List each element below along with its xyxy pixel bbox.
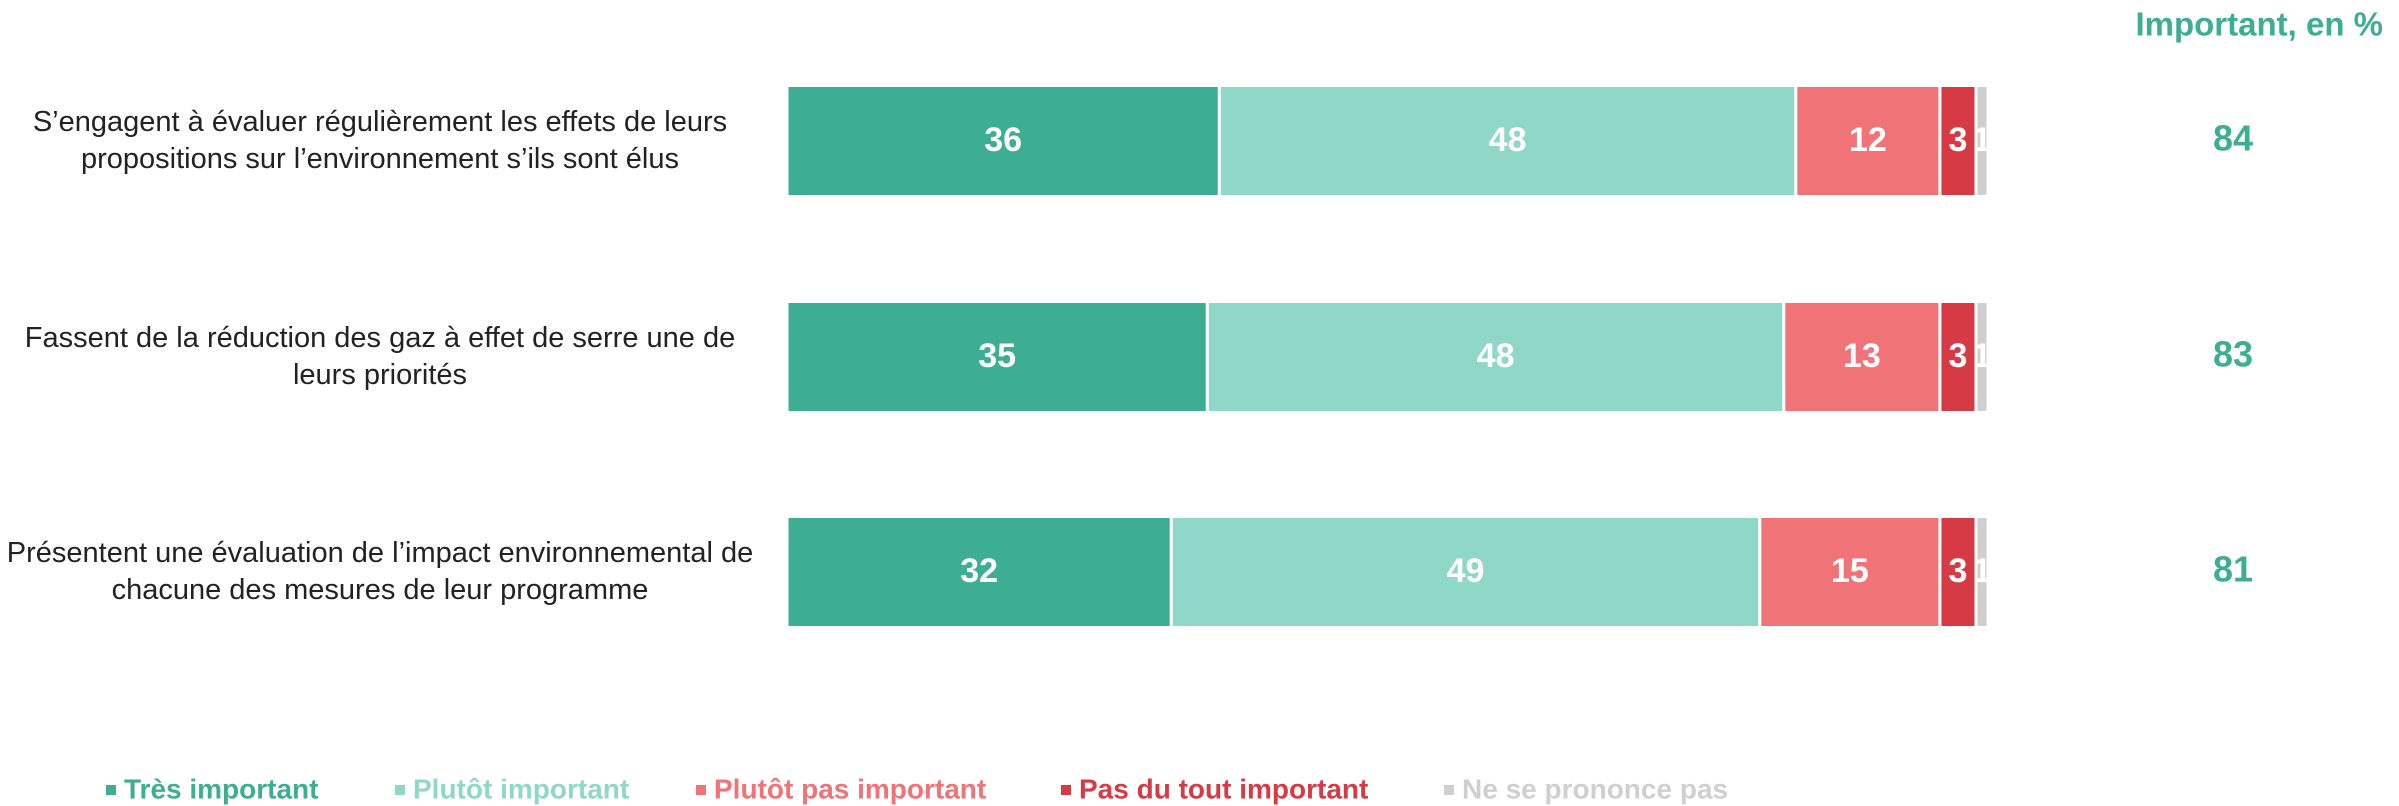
category-label: Fassent de la réduction des gaz à effet … xyxy=(24,322,736,391)
bar-segment xyxy=(785,300,1209,414)
legend-swatch xyxy=(395,785,405,795)
bar-segment xyxy=(1974,84,1990,198)
value-label: 3 xyxy=(1949,552,1968,590)
bar-segment xyxy=(1938,515,1978,629)
value-label: 49 xyxy=(1447,552,1485,590)
category-label: S’engagent à évaluer régulièrement les e… xyxy=(32,106,728,175)
bar-segment xyxy=(785,84,1221,198)
value-label: 3 xyxy=(1949,121,1968,159)
value-label: 1 xyxy=(1973,121,1992,159)
total-label: 84 xyxy=(2213,118,2253,159)
legend-swatch xyxy=(696,785,706,795)
value-label: 12 xyxy=(1849,121,1887,159)
value-label: 13 xyxy=(1843,337,1881,375)
value-label: 3 xyxy=(1949,337,1968,375)
bar-segment xyxy=(1938,84,1978,198)
value-label: 15 xyxy=(1831,552,1869,590)
legend-label: Pas du tout important xyxy=(1079,773,1368,804)
bar-segment xyxy=(1974,300,1990,414)
legend-label: Plutôt important xyxy=(413,773,629,804)
value-label: 1 xyxy=(1973,552,1992,590)
value-label: 48 xyxy=(1477,337,1515,375)
value-label: 32 xyxy=(960,552,998,590)
value-label: 48 xyxy=(1489,121,1527,159)
category-label: Présentent une évaluation de l’impact en… xyxy=(6,537,754,606)
value-label: 35 xyxy=(978,337,1016,375)
legend-swatch xyxy=(1444,785,1454,795)
value-label: 1 xyxy=(1973,337,1992,375)
legend-swatch xyxy=(106,785,116,795)
bar-segment xyxy=(1974,515,1990,629)
bar-segment xyxy=(785,515,1173,629)
totals-title: Important, en % xyxy=(2135,6,2383,43)
bar-segment xyxy=(1794,84,1942,198)
total-label: 83 xyxy=(2213,334,2253,375)
legend-label: Très important xyxy=(124,773,318,804)
bar-segment xyxy=(1169,515,1762,629)
bar-segment xyxy=(1758,515,1942,629)
total-label: 81 xyxy=(2213,549,2253,590)
legend-label: Ne se prononce pas xyxy=(1462,773,1728,804)
legend-swatch xyxy=(1061,785,1071,795)
legend-label: Plutôt pas important xyxy=(714,773,986,804)
value-label: 36 xyxy=(984,121,1022,159)
bar-segment xyxy=(1782,300,1942,414)
